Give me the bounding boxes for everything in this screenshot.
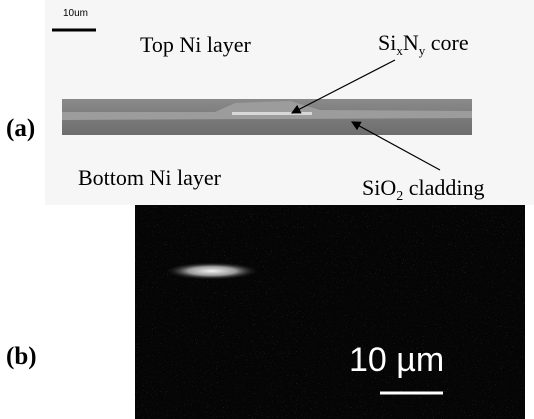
bottom-layer-label: Bottom Ni layer bbox=[78, 165, 222, 190]
core-text: core bbox=[425, 30, 468, 55]
panel-label: (b) bbox=[6, 343, 37, 370]
cladding-label: SiO2 cladding bbox=[362, 175, 485, 204]
figure: 10um Top Ni layer Bottom Ni layer SixNy … bbox=[0, 0, 534, 419]
cladding-sub: 2 bbox=[396, 189, 403, 204]
panel-label: (a) bbox=[6, 115, 35, 142]
emission-spot bbox=[164, 262, 260, 280]
cladding-text: cladding bbox=[403, 175, 484, 200]
core-text: N bbox=[403, 30, 419, 55]
core-highlight bbox=[232, 112, 312, 115]
scale-label: 10um bbox=[63, 8, 88, 19]
core-text: Si bbox=[378, 30, 396, 55]
top-layer-label: Top Ni layer bbox=[140, 32, 252, 57]
scale-label: 10 µm bbox=[349, 341, 444, 379]
cladding-text: SiO bbox=[362, 175, 396, 200]
image-noise bbox=[135, 205, 525, 419]
